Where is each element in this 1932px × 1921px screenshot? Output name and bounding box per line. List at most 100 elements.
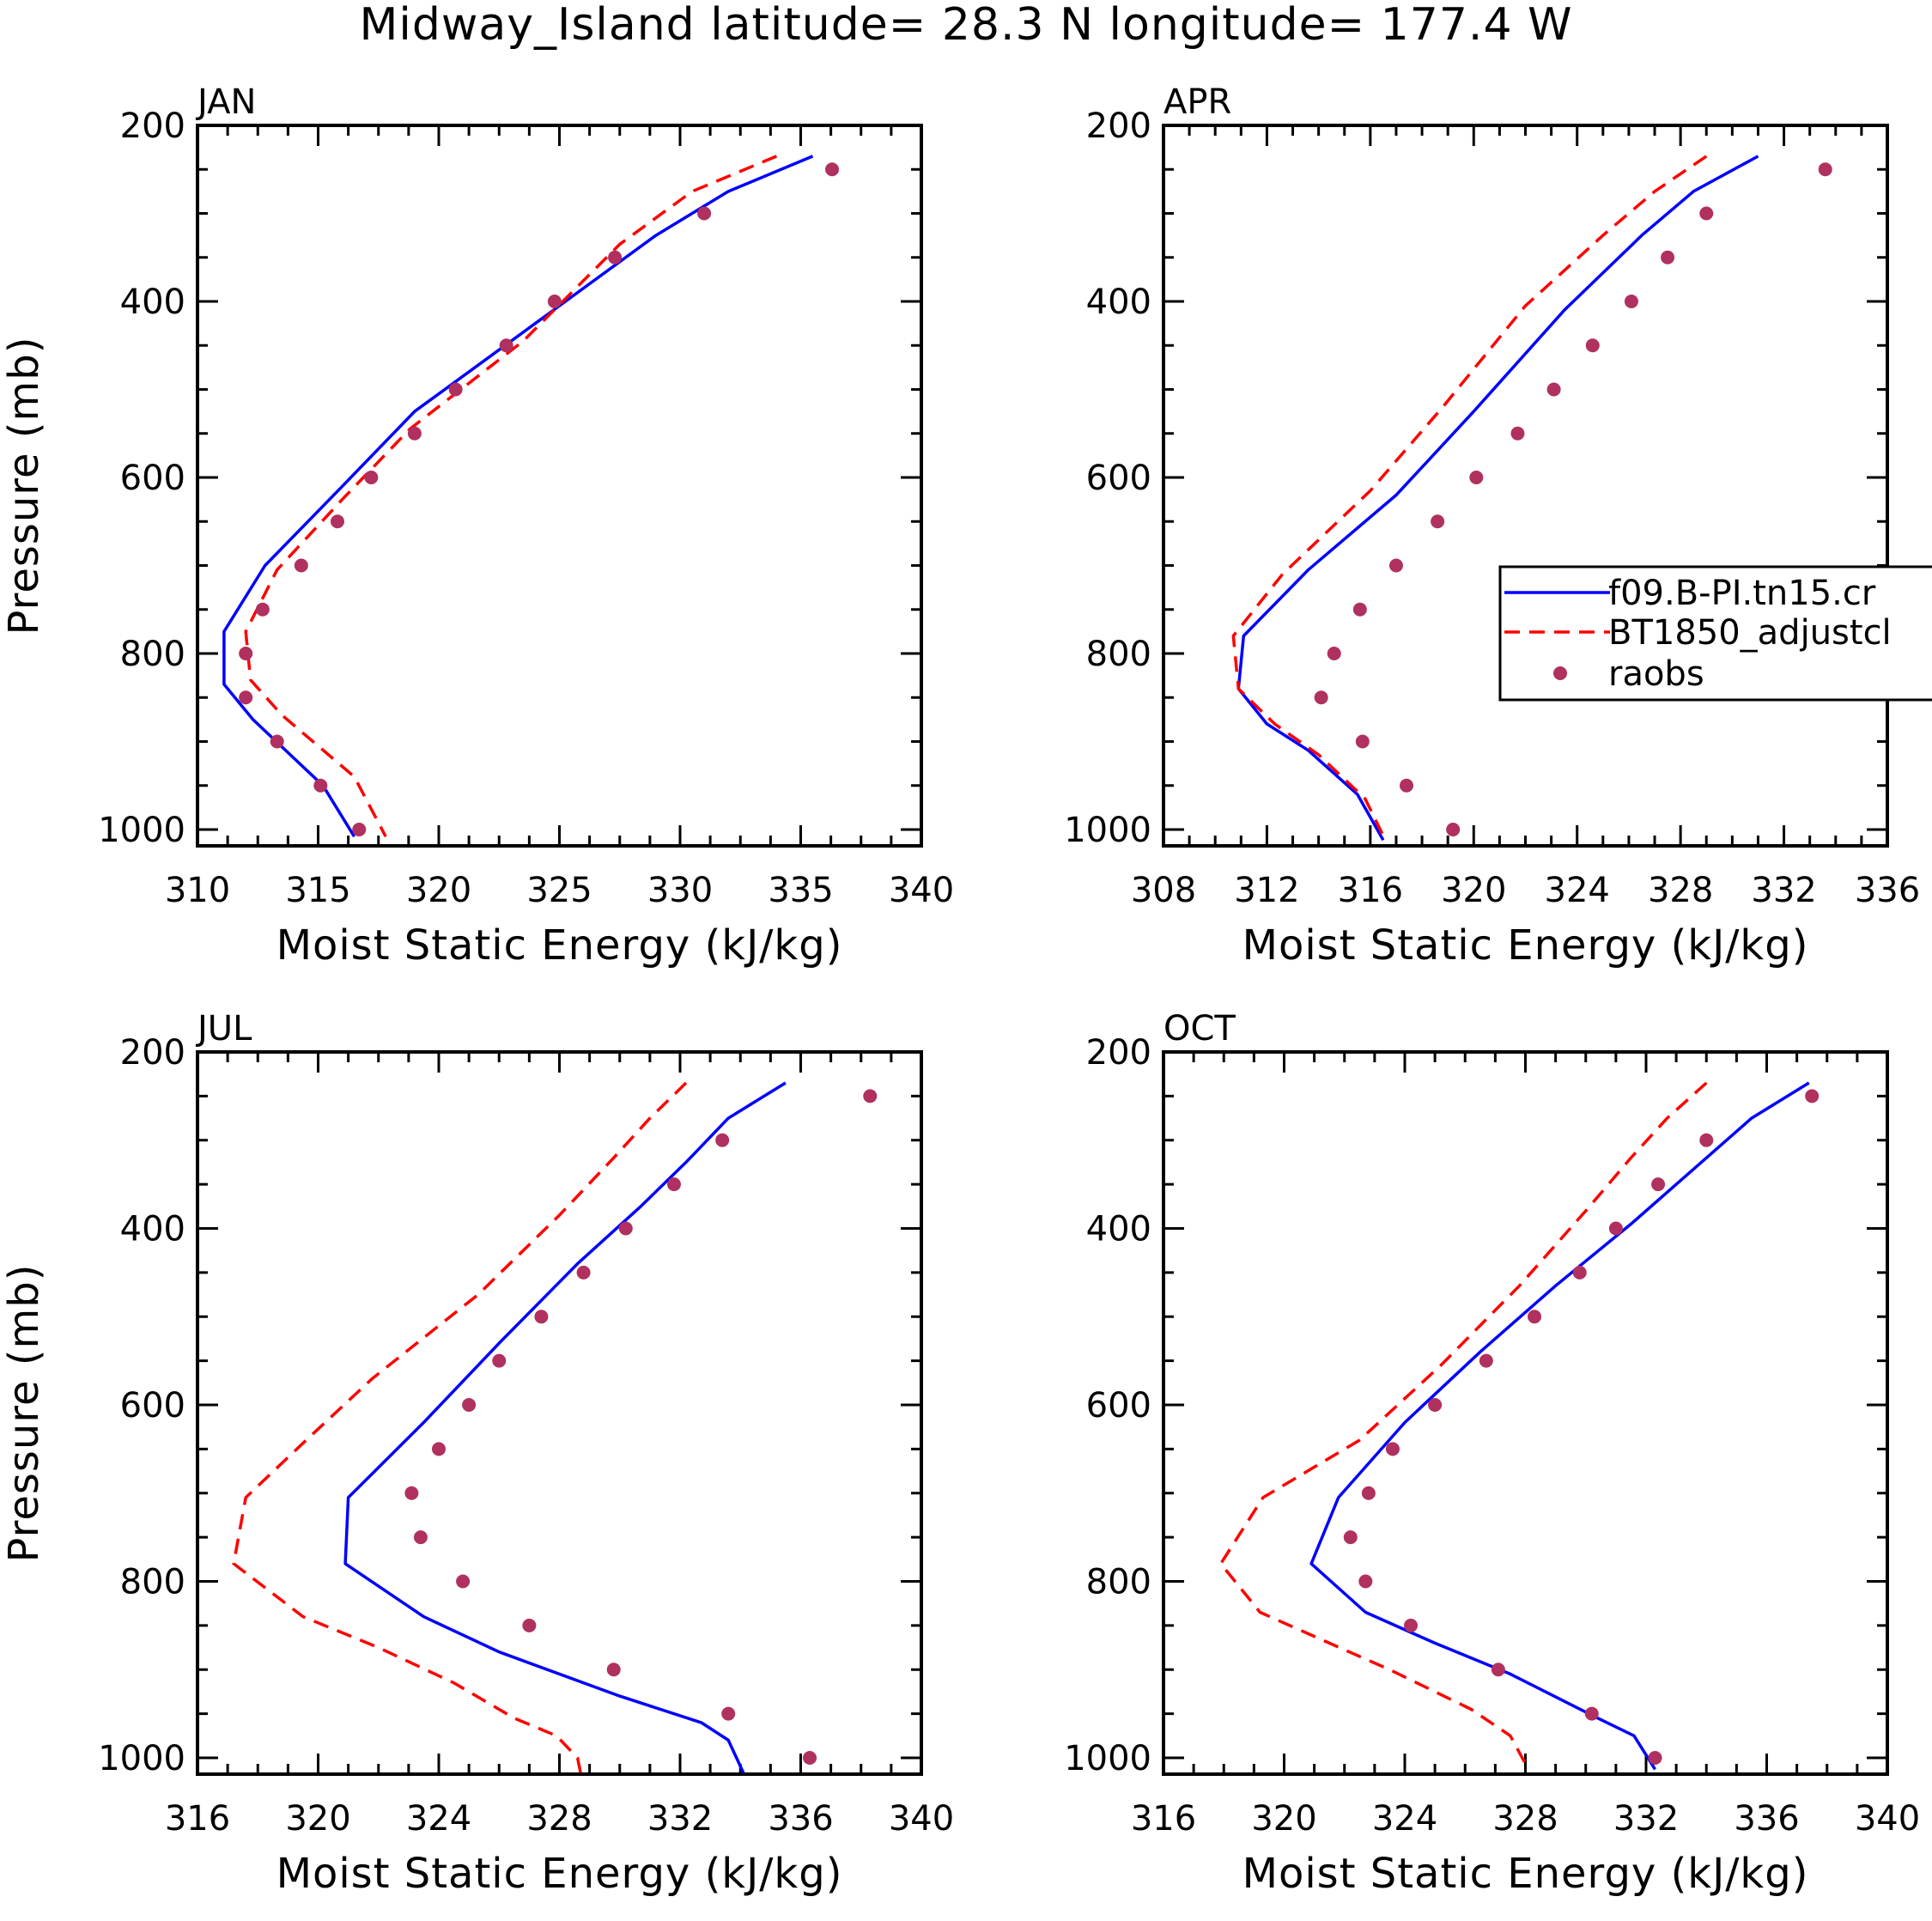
- raobs-point: [1699, 1133, 1714, 1147]
- raobs-point: [825, 162, 840, 177]
- y-tick-label: 400: [120, 283, 185, 322]
- y-tick-label: 200: [1086, 106, 1151, 146]
- raobs-point: [863, 1089, 878, 1103]
- raobs-point: [715, 1133, 730, 1147]
- y-tick-label: 800: [1086, 1563, 1151, 1602]
- raobs-point: [666, 1177, 681, 1192]
- raobs-point: [239, 690, 253, 705]
- raobs-point: [1661, 250, 1675, 264]
- control-series-line: [244, 155, 778, 838]
- raobs-point: [1327, 647, 1341, 660]
- raobs-point: [1648, 1751, 1662, 1765]
- raobs-point: [1314, 690, 1328, 705]
- panels: 310 315 320 325 330 335 340 200 400 600 800 1000 JAN…: [0, 82, 1920, 1898]
- x-tick-label: 320: [285, 1799, 350, 1839]
- y-tick-label: 600: [120, 1386, 185, 1426]
- y-tick-label: 400: [120, 1210, 185, 1249]
- raobs-point: [413, 1530, 428, 1545]
- raobs-points: [404, 1089, 878, 1765]
- x-tick-label: 316: [1338, 871, 1403, 910]
- x-tick-label: 330: [647, 871, 713, 910]
- raobs-point: [294, 558, 308, 573]
- raobs-point: [1361, 1486, 1376, 1500]
- y-axis-label: Pressure (mb): [0, 1264, 48, 1563]
- raobs-point: [432, 1442, 446, 1456]
- y-tick-label: 200: [1086, 1033, 1151, 1073]
- raobs-point: [407, 426, 422, 441]
- raobs-point: [547, 295, 562, 308]
- raobs-point: [456, 1574, 471, 1589]
- model-series-line: [343, 1081, 787, 1774]
- x-tick-label: 332: [1751, 871, 1816, 910]
- raobs-point: [1343, 1530, 1358, 1545]
- panel-jan: 310 315 320 325 330 335 340 200 400 600 800 1000 JAN…: [0, 82, 954, 970]
- raobs-point: [1699, 206, 1714, 221]
- raobs-point: [1528, 1310, 1542, 1324]
- raobs-point: [1428, 1398, 1443, 1412]
- x-axis-label: Moist Static Energy (kJ/kg): [1242, 1850, 1809, 1898]
- x-tick-label: 316: [1131, 1799, 1196, 1839]
- raobs-point: [492, 1353, 507, 1368]
- x-tick-label: 324: [1372, 1799, 1437, 1839]
- x-tick-label: 335: [768, 871, 833, 910]
- raobs-point: [313, 778, 328, 793]
- raobs-point: [1431, 514, 1445, 529]
- x-tick-label: 340: [889, 1799, 954, 1839]
- raobs-point: [1385, 1442, 1400, 1456]
- y-tick-label: 1000: [98, 1739, 185, 1778]
- raobs-point: [499, 338, 513, 353]
- x-tick-label: 325: [526, 871, 592, 910]
- raobs-point: [364, 471, 379, 484]
- x-tick-label: 332: [1613, 1799, 1679, 1839]
- panel-label-jul: JUL: [195, 1009, 252, 1049]
- model-series-line: [1236, 155, 1759, 842]
- raobs-point: [270, 734, 284, 749]
- plot-frame: [196, 124, 923, 848]
- raobs-point: [255, 602, 270, 617]
- raobs-point: [462, 1398, 477, 1412]
- raobs-point: [534, 1310, 549, 1324]
- panel-jul: 316 320 324 328 332 336 340 200 400 600 800 1000 JUL…: [0, 1009, 954, 1898]
- y-tick-label: 200: [120, 1033, 185, 1073]
- y-tick-label: 400: [1086, 283, 1151, 322]
- raobs-point: [352, 823, 367, 836]
- y-tick-label: 1000: [1064, 811, 1151, 850]
- x-tick-label: 324: [1545, 871, 1610, 910]
- x-axis-label: Moist Static Energy (kJ/kg): [276, 921, 843, 970]
- x-tick-label: 320: [1441, 871, 1506, 910]
- y-tick-label: 600: [120, 459, 185, 498]
- model-series-line: [222, 155, 814, 838]
- panel-oct: 316 320 324 328 332 336 340 200 400 600 800 1000 OCT…: [1064, 1009, 1920, 1898]
- x-tick-label: 340: [889, 871, 954, 910]
- legend-label: f09.B-PI.tn15.cr: [1608, 574, 1876, 613]
- x-tick-label: 340: [1855, 1799, 1920, 1839]
- raobs-point: [448, 382, 463, 397]
- raobs-points: [1343, 1089, 1820, 1765]
- x-tick-label: 312: [1234, 871, 1299, 910]
- y-tick-label: 600: [1086, 1386, 1151, 1426]
- raobs-point: [330, 514, 344, 529]
- raobs-point: [1469, 471, 1484, 484]
- raobs-point: [1388, 558, 1403, 573]
- model-series-line: [1309, 1081, 1810, 1771]
- raobs-point: [1546, 382, 1561, 397]
- raobs-point: [1805, 1089, 1820, 1103]
- x-tick-label: 328: [526, 1799, 592, 1839]
- x-tick-label: 310: [165, 871, 230, 910]
- raobs-point: [522, 1618, 537, 1632]
- raobs-point: [1491, 1663, 1505, 1677]
- y-tick-label: 600: [1086, 459, 1151, 498]
- raobs-point: [1352, 602, 1367, 617]
- raobs-point: [239, 647, 253, 660]
- x-tick-label: 328: [1648, 871, 1713, 910]
- y-axis-label: Pressure (mb): [0, 337, 48, 635]
- figure-title: Midway_Island latitude= 28.3 N longitude…: [360, 0, 1573, 51]
- raobs-point: [1584, 1706, 1599, 1721]
- x-tick-label: 316: [165, 1799, 230, 1839]
- panel-label-jan: JAN: [195, 82, 256, 122]
- x-tick-label: 336: [768, 1799, 833, 1839]
- raobs-point: [576, 1265, 591, 1280]
- raobs-point: [1479, 1353, 1493, 1368]
- x-tick-label: 308: [1131, 871, 1196, 910]
